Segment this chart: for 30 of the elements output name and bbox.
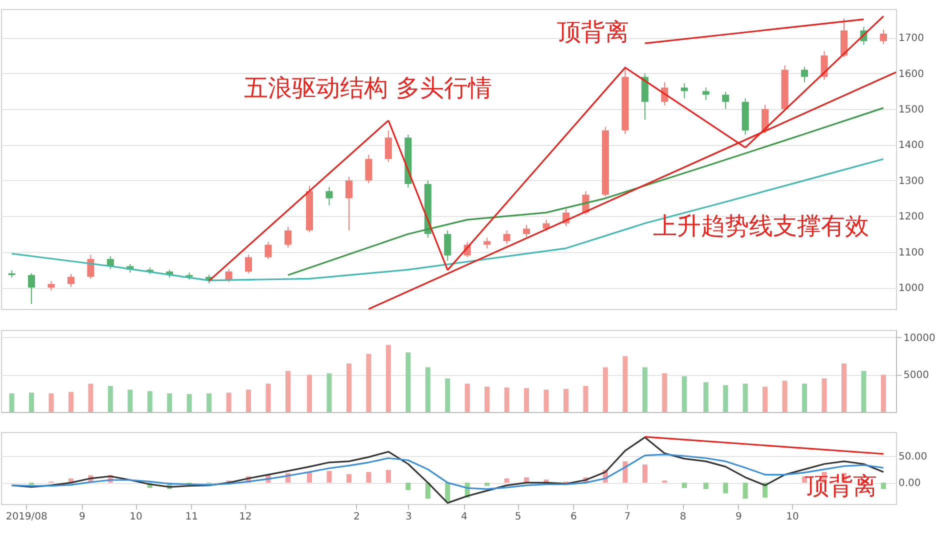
x-tick-label: 10 [786,512,799,522]
x-tick-label: 10 [130,512,142,522]
x-tick-label: 2019/08 [6,512,48,522]
x-tick-label: 2 [353,512,360,522]
y-tick-label: 50.00 [898,452,928,462]
x-tick-label: 6 [570,512,577,522]
x-tick-label: 9 [735,512,742,522]
y-tick-label: 1600 [898,68,924,80]
y-tick-label: 1200 [898,212,924,223]
y-tick-label: 1700 [898,33,924,44]
y-tick-label: 1100 [898,247,924,258]
x-tick-label: 8 [680,512,686,522]
x-tick-label: 7 [624,512,631,522]
y-tick-label: 1400 [898,140,924,152]
annotation: 五浪驱动结构 多头行情 [244,74,492,102]
annotation: 顶背离 [557,18,629,46]
y-tick-label: 10000 [904,332,936,344]
x-tick-label: 9 [79,512,86,522]
y-tick-label: 1300 [898,176,924,187]
x-tick-label: 3 [405,512,412,522]
x-tick-label: 12 [239,512,252,522]
x-tick-label: 11 [185,512,198,522]
y-tick-label: 0.00 [898,478,921,490]
annotation: 顶背离 [805,472,877,500]
x-tick-label: 4 [461,512,468,522]
y-tick-label: 5000 [904,370,929,382]
y-tick-label: 1000 [898,283,924,294]
x-tick-label: 5 [514,512,522,522]
y-tick-label: 1500 [898,104,924,116]
annotation: 上升趋势线支撑有效 [653,212,869,240]
